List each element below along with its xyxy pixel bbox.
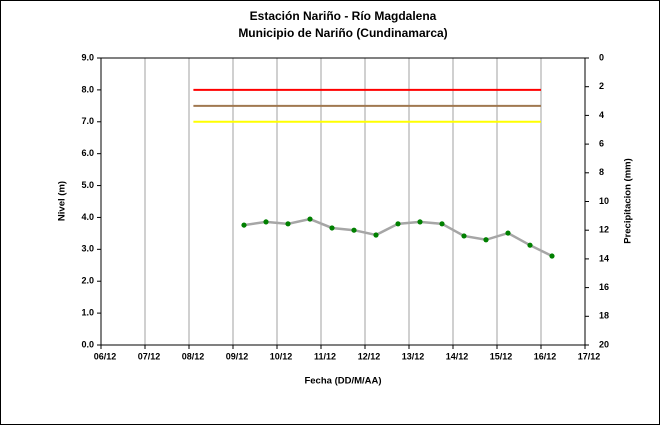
data-point	[439, 221, 445, 227]
x-tick-label: 08/12	[182, 351, 205, 361]
x-tick-label: 13/12	[402, 351, 425, 361]
y2-tick-label: 4	[599, 110, 604, 120]
y-tick-label: 2.0	[81, 276, 94, 286]
x-tick-label: 16/12	[534, 351, 557, 361]
x-tick-label: 14/12	[446, 351, 469, 361]
y2-tick-label: 2	[599, 81, 604, 91]
y-tick-label: 9.0	[81, 52, 94, 62]
x-tick-label: 07/12	[138, 351, 161, 361]
data-point	[527, 242, 533, 248]
y-tick-label: 3.0	[81, 244, 94, 254]
x-tick-label: 12/12	[358, 351, 381, 361]
y2-tick-label: 12	[599, 225, 609, 235]
y-tick-label: 5.0	[81, 180, 94, 190]
data-point	[307, 216, 313, 222]
data-point	[549, 253, 555, 259]
x-tick-label: 11/12	[314, 351, 336, 361]
data-point	[395, 221, 401, 227]
x-tick-label: 15/12	[490, 351, 513, 361]
y-tick-label: 0.0	[81, 339, 94, 349]
data-point	[373, 232, 379, 238]
y-axis-title: Nivel (m)	[57, 181, 68, 221]
chart-title: Estación Nariño - Río Magdalena	[250, 9, 437, 23]
chart-subtitle: Municipio de Nariño (Cundinamarca)	[238, 26, 447, 40]
y-tick-label: 6.0	[81, 148, 94, 158]
y2-tick-label: 20	[599, 339, 609, 349]
data-point	[461, 233, 467, 239]
x-tick-label: 06/12	[94, 351, 117, 361]
data-point	[241, 222, 247, 228]
y2-tick-label: 10	[599, 196, 609, 206]
y2-tick-label: 18	[599, 311, 609, 321]
y2-axis-title: Precipitacion (mm)	[623, 158, 634, 244]
y-tick-label: 1.0	[81, 307, 94, 317]
y-tick-label: 4.0	[81, 212, 94, 222]
y2-tick-label: 16	[599, 282, 609, 292]
y2-tick-label: 14	[599, 253, 609, 263]
data-point	[483, 237, 489, 243]
data-point	[329, 225, 335, 231]
y-tick-label: 8.0	[81, 84, 94, 94]
data-point	[351, 227, 357, 233]
data-point	[505, 230, 511, 236]
y2-tick-label: 6	[599, 138, 604, 148]
y2-tick-label: 8	[599, 167, 604, 177]
data-point	[263, 219, 269, 225]
x-tick-label: 10/12	[270, 351, 293, 361]
data-point	[417, 219, 423, 225]
x-tick-label: 17/12	[578, 351, 601, 361]
x-axis-title: Fecha (DD/M/AA)	[304, 376, 381, 387]
y2-tick-label: 0	[599, 52, 604, 62]
data-point	[285, 221, 291, 227]
y-tick-label: 7.0	[81, 116, 94, 126]
x-tick-label: 09/12	[226, 351, 249, 361]
